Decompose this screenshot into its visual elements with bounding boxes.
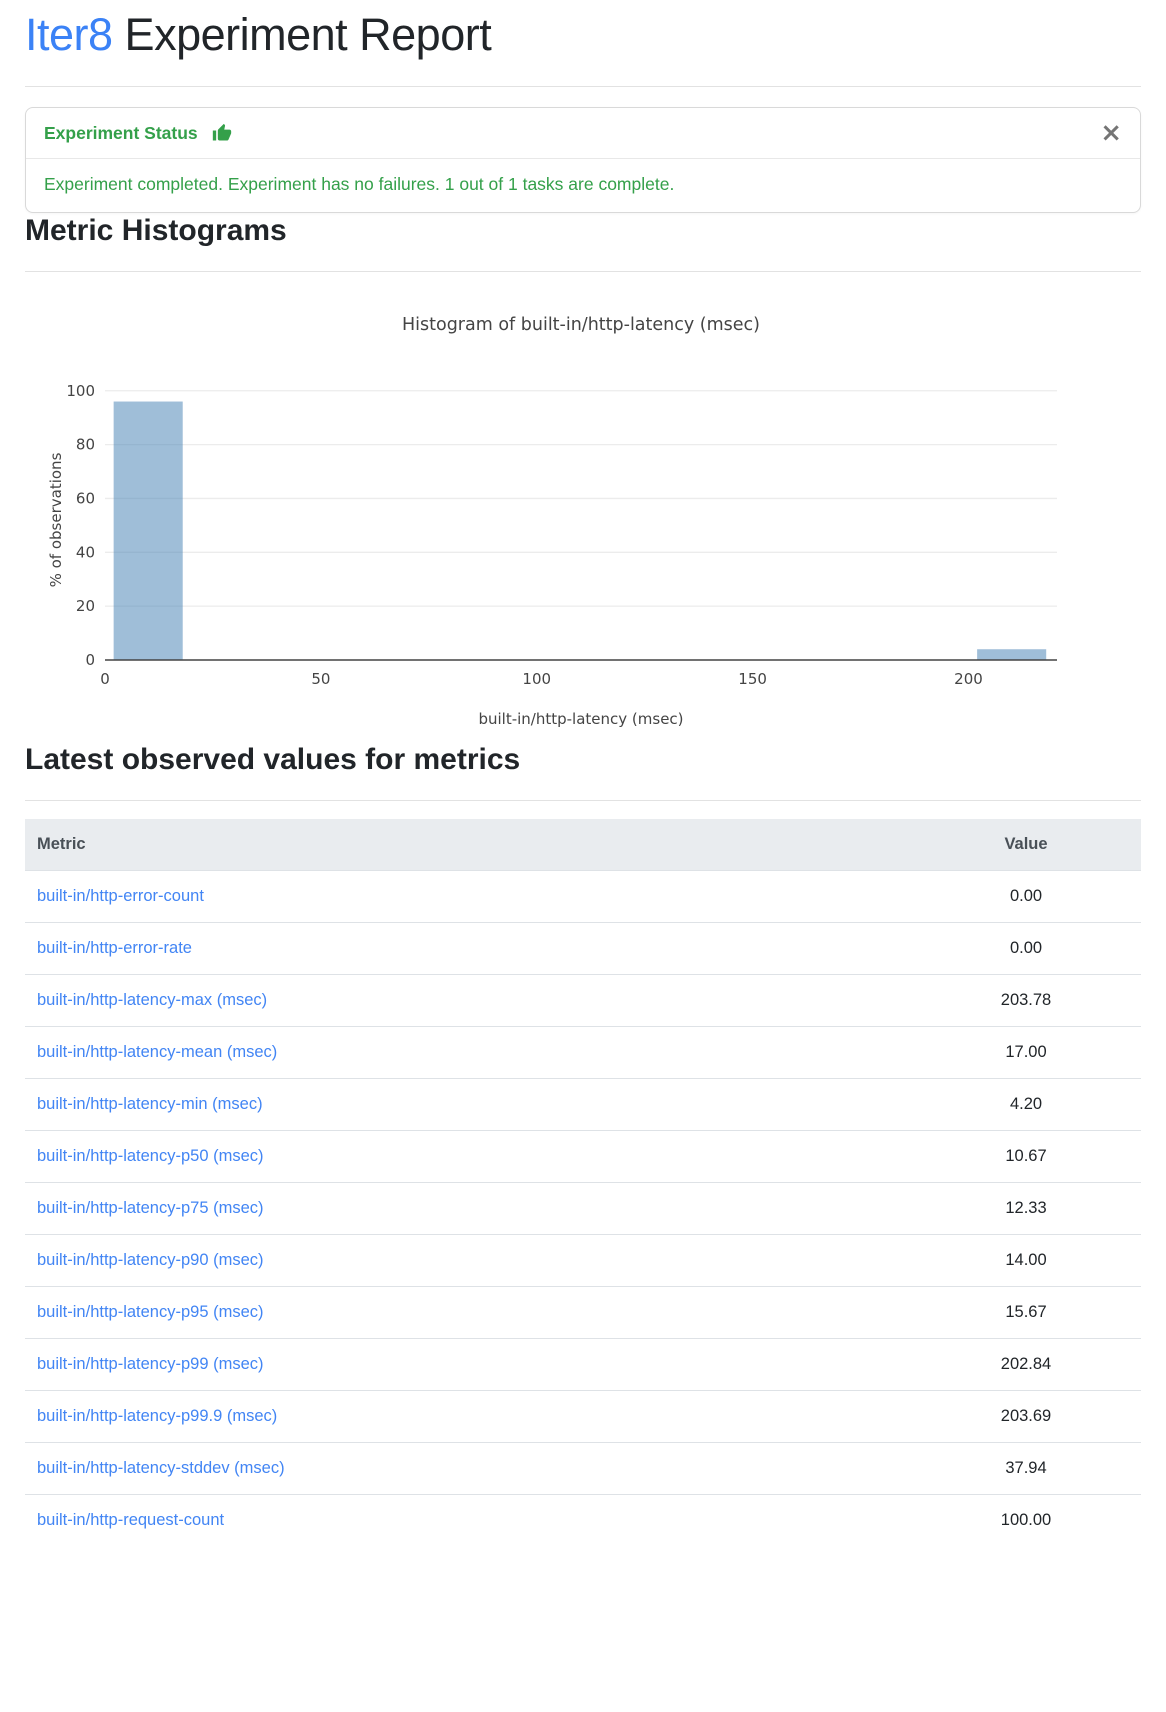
brand-name: Iter8 xyxy=(25,9,113,60)
metric-cell: built-in/http-latency-p75 (msec) xyxy=(25,1182,911,1235)
x-tick-label: 100 xyxy=(522,670,551,688)
y-tick-label: 80 xyxy=(76,436,95,454)
table-row: built-in/http-latency-p99 (msec) 202.84 xyxy=(25,1338,1141,1391)
table-row: built-in/http-latency-min (msec) 4.20 xyxy=(25,1078,1141,1131)
table-row: built-in/http-latency-p90 (msec) 14.00 xyxy=(25,1234,1141,1287)
alert-message: Experiment completed. Experiment has no … xyxy=(44,174,675,194)
table-row: built-in/http-latency-p95 (msec) 15.67 xyxy=(25,1286,1141,1339)
experiment-status-alert: Experiment Status × Experiment completed… xyxy=(25,107,1141,213)
metrics-divider xyxy=(25,800,1141,801)
metric-value: 37.94 xyxy=(911,1442,1141,1495)
x-tick-label: 0 xyxy=(100,670,110,688)
metric-value: 100.00 xyxy=(911,1494,1141,1546)
metric-link[interactable]: built-in/http-latency-min (msec) xyxy=(37,1095,263,1113)
metric-link[interactable]: built-in/http-latency-stddev (msec) xyxy=(37,1459,285,1477)
y-axis-title: % of observations xyxy=(47,452,65,587)
metric-link[interactable]: built-in/http-latency-p99.9 (msec) xyxy=(37,1407,278,1425)
metric-cell: built-in/http-latency-mean (msec) xyxy=(25,1026,911,1079)
thumbs-up-icon xyxy=(212,123,232,143)
table-row: built-in/http-latency-p50 (msec) 10.67 xyxy=(25,1130,1141,1183)
metrics-heading: Latest observed values for metrics xyxy=(25,743,521,776)
alert-header: Experiment Status × xyxy=(26,108,1140,159)
metric-cell: built-in/http-latency-p90 (msec) xyxy=(25,1234,911,1287)
title-divider xyxy=(25,86,1141,87)
metric-cell: built-in/http-latency-p99 (msec) xyxy=(25,1338,911,1391)
y-tick-label: 40 xyxy=(76,543,95,561)
metric-link[interactable]: built-in/http-request-count xyxy=(37,1511,225,1529)
y-tick-label: 20 xyxy=(76,597,95,615)
metric-value: 10.67 xyxy=(911,1130,1141,1183)
x-tick-label: 200 xyxy=(954,670,983,688)
metric-cell: built-in/http-latency-stddev (msec) xyxy=(25,1442,911,1495)
metric-cell: built-in/http-error-count xyxy=(25,870,911,923)
table-row: built-in/http-request-count 100.00 xyxy=(25,1494,1141,1546)
metric-link[interactable]: built-in/http-latency-p90 (msec) xyxy=(37,1251,264,1269)
alert-title: Experiment Status xyxy=(44,122,198,143)
metric-link[interactable]: built-in/http-latency-p50 (msec) xyxy=(37,1147,264,1165)
metric-value: 203.78 xyxy=(911,974,1141,1027)
table-row: built-in/http-error-count 0.00 xyxy=(25,870,1141,923)
histogram-bar xyxy=(113,401,183,660)
x-axis-title: built-in/http-latency (msec) xyxy=(478,710,683,728)
metric-cell: built-in/http-latency-p50 (msec) xyxy=(25,1130,911,1183)
histogram-chart: 0 20 40 60 80 100 0 50 100 150 200 Histogram of bui… xyxy=(25,292,1141,742)
metric-value: 14.00 xyxy=(911,1234,1141,1287)
chart-title: Histogram of built-in/http-latency (msec… xyxy=(402,315,760,335)
metric-link[interactable]: built-in/http-latency-p75 (msec) xyxy=(37,1199,264,1217)
metric-value: 0.00 xyxy=(911,870,1141,923)
metric-link[interactable]: built-in/http-latency-p99 (msec) xyxy=(37,1355,264,1373)
metric-cell: built-in/http-latency-p99.9 (msec) xyxy=(25,1390,911,1443)
column-header-metric: Metric xyxy=(25,819,911,871)
histogram-bar xyxy=(977,649,1047,660)
histograms-heading: Metric Histograms xyxy=(25,214,287,247)
y-tick-label: 100 xyxy=(66,382,95,400)
table-row: built-in/http-latency-p99.9 (msec) 203.69 xyxy=(25,1390,1141,1443)
metric-link[interactable]: built-in/http-error-count xyxy=(37,887,204,905)
x-tick-label: 150 xyxy=(738,670,767,688)
report-page: Iter8 Experiment Report Experiment Statu… xyxy=(0,8,1166,1546)
metric-value: 15.67 xyxy=(911,1286,1141,1339)
metric-cell: built-in/http-latency-min (msec) xyxy=(25,1078,911,1131)
table-row: built-in/http-latency-mean (msec) 17.00 xyxy=(25,1026,1141,1079)
table-header-row: Metric Value xyxy=(25,819,1141,871)
table-row: built-in/http-error-rate 0.00 xyxy=(25,922,1141,975)
metric-value: 4.20 xyxy=(911,1078,1141,1131)
metric-cell: built-in/http-latency-max (msec) xyxy=(25,974,911,1027)
metric-cell: built-in/http-error-rate xyxy=(25,922,911,975)
metrics-table: Metric Value built-in/http-error-count 0.… xyxy=(25,819,1141,1546)
column-header-value: Value xyxy=(911,819,1141,871)
metric-value: 202.84 xyxy=(911,1338,1141,1391)
metric-value: 17.00 xyxy=(911,1026,1141,1079)
x-tick-label: 50 xyxy=(311,670,330,688)
table-row: built-in/http-latency-stddev (msec) 37.94 xyxy=(25,1442,1141,1495)
metric-cell: built-in/http-latency-p95 (msec) xyxy=(25,1286,911,1339)
metric-link[interactable]: built-in/http-error-rate xyxy=(37,939,192,957)
close-icon[interactable]: × xyxy=(1100,118,1122,148)
metric-link[interactable]: built-in/http-latency-mean (msec) xyxy=(37,1043,278,1061)
metric-value: 203.69 xyxy=(911,1390,1141,1443)
metric-value: 12.33 xyxy=(911,1182,1141,1235)
metric-cell: built-in/http-request-count xyxy=(25,1494,911,1546)
page-title-rest: Experiment Report xyxy=(112,9,492,60)
y-tick-label: 60 xyxy=(76,489,95,507)
page-title: Iter8 Experiment Report xyxy=(25,8,1141,62)
metric-value: 0.00 xyxy=(911,922,1141,975)
metric-link[interactable]: built-in/http-latency-max (msec) xyxy=(37,991,268,1009)
metric-link[interactable]: built-in/http-latency-p95 (msec) xyxy=(37,1303,264,1321)
y-tick-label: 0 xyxy=(85,651,95,669)
table-row: built-in/http-latency-max (msec) 203.78 xyxy=(25,974,1141,1027)
histograms-divider xyxy=(25,271,1141,272)
histogram-svg: 0 20 40 60 80 100 0 50 100 150 200 Histogram of bui… xyxy=(47,315,1057,728)
table-row: built-in/http-latency-p75 (msec) 12.33 xyxy=(25,1182,1141,1235)
